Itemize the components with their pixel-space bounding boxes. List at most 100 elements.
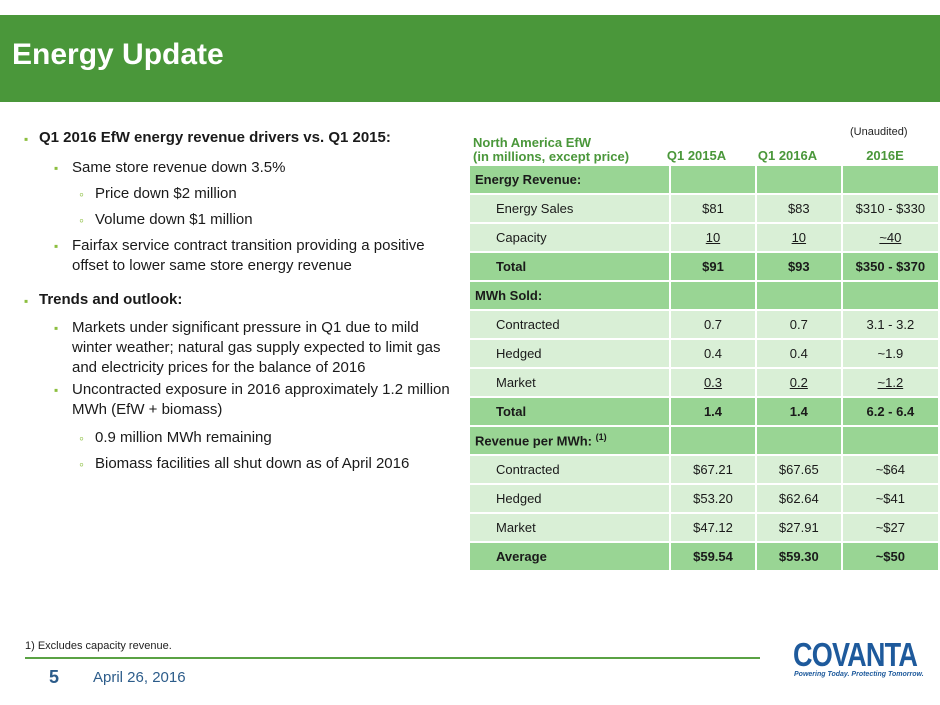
row-label: Contracted (467, 309, 672, 340)
covanta-logo: COVANTA Powering Today. Protecting Tomor… (793, 636, 929, 684)
cell-value: ~$41 (875, 491, 905, 506)
table-row: Capacity 10 10 ~40 (467, 222, 940, 253)
circle-bullet-icon: ◦ (79, 212, 84, 228)
row-label-text: Market (496, 375, 536, 390)
bullet-text: Q1 2016 EfW energy revenue drivers vs. Q… (39, 129, 391, 146)
row-label-text: Energy Sales (496, 201, 574, 216)
row-label-text: Total (496, 404, 527, 419)
row-label: MWh Sold: (467, 280, 672, 311)
circle-bullet-icon: ◦ (79, 456, 84, 472)
table-name-subline: (in millions, except price) (473, 149, 630, 164)
table-cell: ~$50 (840, 541, 940, 572)
table-row: Market 0.3 0.2 ~1.2 (467, 367, 940, 398)
column-header: Q1 2016A (757, 148, 818, 163)
logo-wordmark: COVANTA (793, 636, 918, 673)
table-row: Hedged 0.4 0.4 ~1.9 (467, 338, 940, 369)
table-name-line: North America EfW (473, 135, 591, 150)
table-row: Energy Sales $81 $83 $310 - $330 (467, 193, 940, 224)
table-cell: 0.3 (669, 367, 757, 398)
cell-value: $53.20 (693, 491, 733, 506)
table-cell (840, 425, 940, 456)
cell-value: $83 (787, 201, 810, 216)
bullet-text: Trends and outlook: (39, 291, 183, 308)
table-cell: 0.7 (754, 309, 843, 340)
column-header: Q1 2015A (666, 148, 727, 163)
page-number: 5 (49, 667, 60, 687)
bullet-text: 0.9 million MWh remaining (95, 429, 272, 446)
row-label-text: Revenue per MWh: (475, 433, 593, 449)
row-label: Energy Revenue: (467, 164, 672, 195)
table-row: Total $91 $93 $350 - $370 (467, 251, 940, 282)
cell-value: 0.3 (703, 375, 723, 390)
circle-bullet-icon: ◦ (79, 186, 84, 202)
slide-title: Energy Update (12, 38, 224, 71)
table-cell: 1.4 (669, 396, 757, 427)
row-label: Market (467, 512, 672, 543)
bullet-text: Same store revenue down 3.5% (72, 159, 286, 176)
circle-bullet-icon: ◦ (79, 430, 84, 446)
bullet-text: Markets under significant pressure in Q1… (72, 319, 441, 376)
cell-value: ~1.9 (877, 346, 904, 361)
row-label: Contracted (467, 454, 672, 485)
cell-value: 0.7 (703, 317, 723, 332)
bullet-text: Uncontracted exposure in 2016 approximat… (72, 381, 450, 418)
table-cell: ~$41 (840, 483, 940, 514)
table-cell: ~$64 (840, 454, 940, 485)
bullet-marker-icon: ▪ (54, 383, 59, 397)
table-cell: $27.91 (754, 512, 843, 543)
table-cell: $310 - $330 (840, 193, 940, 224)
row-label: Energy Sales (467, 193, 672, 224)
table-row: MWh Sold: (467, 280, 940, 311)
table-cell: 0.4 (669, 338, 757, 369)
table-cell (754, 164, 843, 195)
footnote-ref: (1) (595, 432, 607, 443)
cell-value: $350 - $370 (855, 259, 926, 274)
table-row: Hedged $53.20 $62.64 ~$41 (467, 483, 940, 514)
table-cell (669, 280, 757, 311)
table-cell: ~1.2 (840, 367, 940, 398)
row-label: Capacity (467, 222, 672, 253)
table-cell (840, 280, 940, 311)
table-cell: $350 - $370 (840, 251, 940, 282)
cell-value: $93 (787, 259, 810, 274)
cell-value: $59.30 (778, 549, 819, 564)
table-row: Market $47.12 $27.91 ~$27 (467, 512, 940, 543)
cell-value: 1.4 (703, 404, 723, 419)
row-label: Revenue per MWh: (1) (467, 425, 672, 456)
cell-value: $67.21 (693, 462, 733, 477)
cell-value: 0.7 (789, 317, 808, 332)
row-label: Market (467, 367, 672, 398)
cell-value: 6.2 - 6.4 (866, 404, 915, 419)
row-label-text: Energy Revenue: (475, 172, 582, 187)
table-cell: ~40 (840, 222, 940, 253)
table-cell: $83 (754, 193, 843, 224)
table-cell: $47.12 (669, 512, 757, 543)
row-label-text: Hedged (496, 491, 542, 506)
cell-value: 10 (705, 230, 721, 245)
row-label: Hedged (467, 483, 672, 514)
cell-value: $310 - $330 (855, 201, 926, 216)
footer-date: April 26, 2016 (93, 669, 186, 686)
footnote: 1) Excludes capacity revenue. (25, 640, 172, 652)
cell-value: 0.4 (789, 346, 808, 361)
table-cell: $59.54 (669, 541, 757, 572)
table-cell: 0.2 (754, 367, 843, 398)
table-cell (754, 425, 843, 456)
table-cell: ~$27 (840, 512, 940, 543)
cell-value: ~$27 (875, 520, 905, 535)
row-label-text: Capacity (496, 230, 547, 245)
table-cell (669, 164, 757, 195)
table-cell: $93 (754, 251, 843, 282)
row-label-text: Contracted (496, 462, 560, 477)
bullet-text: Biomass facilities all shut down as of A… (95, 455, 410, 472)
row-label-text: MWh Sold: (475, 288, 543, 303)
row-label-text: Average (496, 549, 547, 564)
cell-value: $62.64 (778, 491, 819, 506)
bullet-marker-icon: ▪ (54, 239, 59, 253)
bullet-text: Volume down $1 million (95, 211, 253, 228)
row-label: Total (467, 396, 672, 427)
cell-value: ~1.2 (877, 375, 904, 390)
table-row: Energy Revenue: (467, 164, 940, 195)
table-cell: 10 (754, 222, 843, 253)
cell-value: 0.4 (703, 346, 723, 361)
